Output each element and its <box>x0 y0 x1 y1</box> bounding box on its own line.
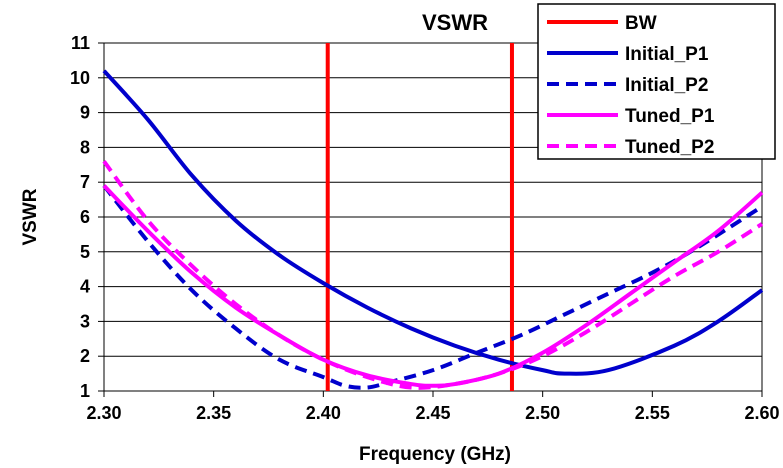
x-tick-label: 2.40 <box>306 403 341 423</box>
y-tick-label: 11 <box>71 33 90 53</box>
y-tick-label: 1 <box>80 381 90 401</box>
series-line-initial-p1 <box>102 69 764 376</box>
y-tick-label: 2 <box>80 346 90 366</box>
x-tick-label: 2.50 <box>525 403 560 423</box>
y-tick-labels: 1 2 3 4 5 6 7 8 9 10 11 <box>70 33 104 401</box>
x-tick-label: 2.55 <box>635 403 670 423</box>
y-tick-label: 6 <box>80 207 90 227</box>
data-series <box>102 69 764 390</box>
chart-title: VSWR <box>422 10 488 35</box>
legend: BW Initial_P1 Initial_P2 Tuned_P1 Tuned_P2 <box>537 3 776 160</box>
legend-label: Initial_P2 <box>625 75 708 96</box>
x-tick-label: 2.60 <box>744 403 779 423</box>
y-tick-label: 7 <box>80 172 90 192</box>
y-tick-label: 8 <box>80 137 90 157</box>
series-line-tuned-p1 <box>102 184 764 388</box>
y-tick-label: 9 <box>80 103 90 123</box>
y-axis-title: VSWR <box>20 188 41 245</box>
x-axis-title: Frequency (GHz) <box>359 444 511 465</box>
x-tick-label: 2.45 <box>415 403 450 423</box>
y-tick-label: 3 <box>80 311 90 331</box>
y-tick-label: 10 <box>70 68 90 88</box>
legend-label: BW <box>625 13 657 34</box>
bw-lines <box>325 43 514 391</box>
y-tick-label: 4 <box>80 277 90 297</box>
x-tick-label: 2.35 <box>196 403 231 423</box>
series-line-tuned-p2 <box>102 160 764 390</box>
y-tick-label: 5 <box>80 242 90 262</box>
legend-label: Tuned_P1 <box>625 106 715 127</box>
x-tick-labels: 2.30 2.35 2.40 2.45 2.50 2.55 2.60 <box>86 391 780 423</box>
legend-box <box>537 3 776 160</box>
legend-label: Tuned_P2 <box>625 137 714 158</box>
legend-label: Initial_P1 <box>625 44 709 65</box>
x-tick-label: 2.30 <box>86 403 121 423</box>
